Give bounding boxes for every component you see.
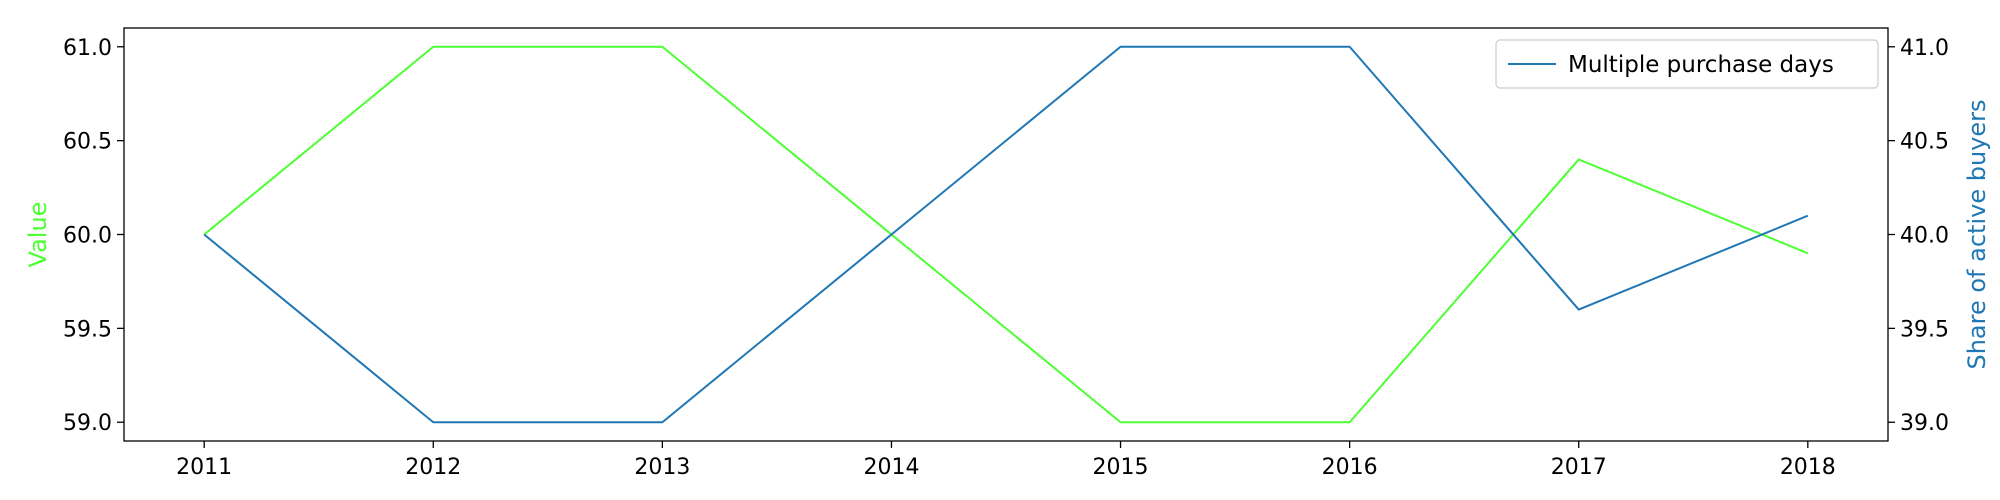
right-y-tick-label: 39.5 [1900,317,1949,342]
x-tick-label: 2013 [634,455,690,480]
x-tick-label: 2014 [863,455,919,480]
series-line-multiple-purchase-days [204,47,1808,422]
right-y-tick-label: 39.0 [1900,411,1949,436]
axes-layer: 2011 2012 2013 2014 2015 2016 2017 2018 59.0 59.5… [24,28,1991,480]
left-y-tick-label: 60.0 [63,224,112,249]
x-tick-label: 2011 [176,455,232,480]
x-tick-label: 2015 [1093,455,1149,480]
right-y-tick-label: 40.0 [1900,224,1949,249]
legend: Multiple purchase days [1496,40,1878,88]
right-y-tick-label: 40.5 [1900,130,1949,155]
left-y-axis-label: Value [24,202,52,268]
legend-entry-label: Multiple purchase days [1568,52,1834,78]
left-y-tick-label: 59.5 [63,317,112,342]
x-tick-label: 2016 [1322,455,1378,480]
plot-layer [204,47,1808,422]
right-y-tick-label: 41.0 [1900,36,1949,61]
series-line-value [204,47,1808,422]
right-y-axis-label: Share of active buyers [1963,99,1991,369]
x-tick-label: 2012 [405,455,461,480]
plot-frame [124,28,1888,441]
x-tick-label: 2018 [1780,455,1836,480]
left-y-tick-label: 61.0 [63,36,112,61]
left-y-tick-label: 59.0 [63,411,112,436]
x-tick-label: 2017 [1551,455,1607,480]
left-y-tick-label: 60.5 [63,130,112,155]
